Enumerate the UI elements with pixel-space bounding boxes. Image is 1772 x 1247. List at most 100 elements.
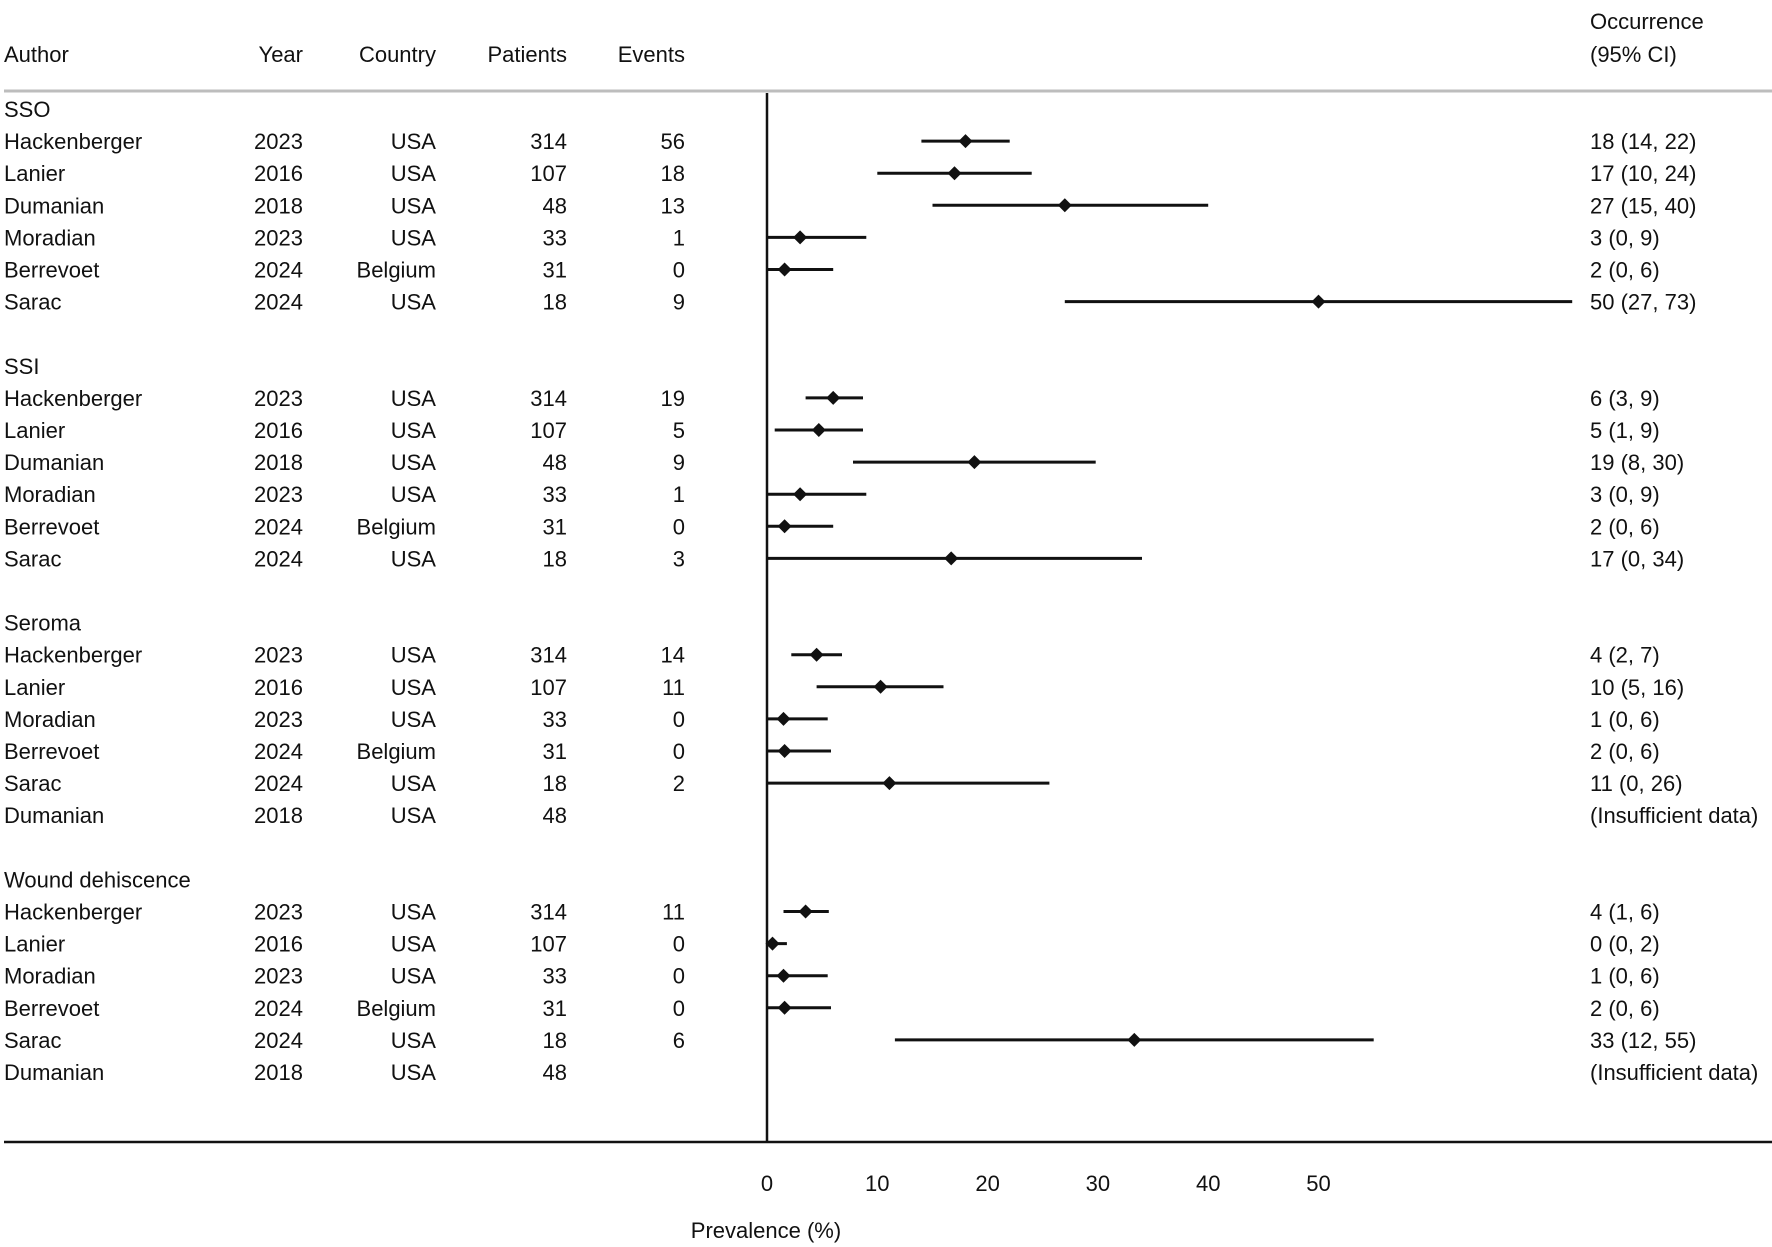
x-axis-label: Prevalence (%) [691,1218,841,1243]
cell-country: Belgium [357,996,436,1021]
cell-occurrence-ci: (Insufficient data) [1590,1060,1758,1085]
cell-author: Sarac [4,1028,61,1053]
cell-author: Hackenberger [4,643,142,668]
cell-country: USA [391,1028,437,1053]
cell-year: 2024 [254,996,303,1021]
cell-occurrence-ci: 5 (1, 9) [1590,418,1660,443]
cell-events: 11 [662,900,685,925]
cell-occurrence-ci: 6 (3, 9) [1590,386,1660,411]
point-estimate-marker [777,1000,792,1015]
cell-events: 56 [661,129,685,154]
x-tick-label: 50 [1306,1171,1330,1196]
cell-country: USA [391,707,437,732]
cell-occurrence-ci: (Insufficient data) [1590,803,1758,828]
cell-events: 9 [673,290,685,315]
point-estimate-marker [1311,294,1326,309]
point-estimate-marker [1127,1032,1142,1047]
cell-country: Belgium [357,739,436,764]
point-estimate-marker [798,904,813,919]
cell-year: 2024 [254,771,303,796]
header-events: Events [618,42,685,67]
header-patients: Patients [488,42,568,67]
cell-events: 3 [673,546,685,571]
cell-patients: 107 [530,932,567,957]
cell-patients: 107 [530,675,567,700]
x-tick-label: 10 [865,1171,889,1196]
cell-events: 0 [673,964,685,989]
cell-patients: 33 [543,482,567,507]
point-estimate-marker [958,134,973,149]
point-estimate-marker [777,262,792,277]
cell-year: 2024 [254,258,303,283]
cell-patients: 314 [530,900,567,925]
point-estimate-marker [947,166,962,181]
cell-author: Moradian [4,964,96,989]
header-country: Country [359,42,436,67]
cell-patients: 48 [543,450,567,475]
cell-year: 2023 [254,482,303,507]
cell-occurrence-ci: 1 (0, 6) [1590,707,1660,732]
cell-author: Berrevoet [4,739,99,764]
cell-occurrence-ci: 17 (0, 34) [1590,546,1684,571]
cell-patients: 31 [543,996,567,1021]
cell-occurrence-ci: 18 (14, 22) [1590,129,1696,154]
cell-author: Lanier [4,675,65,700]
cell-year: 2016 [254,418,303,443]
cell-occurrence-ci: 4 (1, 6) [1590,900,1660,925]
cell-events: 18 [661,161,685,186]
cell-country: USA [391,932,437,957]
point-estimate-marker [793,487,808,502]
header-author: Author [4,42,69,67]
point-estimate-marker [1057,198,1072,213]
cell-occurrence-ci: 4 (2, 7) [1590,643,1660,668]
cell-patients: 314 [530,643,567,668]
point-estimate-marker [776,711,791,726]
cell-country: Belgium [357,514,436,539]
cell-occurrence-ci: 11 (0, 26) [1590,771,1683,796]
cell-events: 0 [673,996,685,1021]
cell-author: Lanier [4,161,65,186]
cell-country: USA [391,900,437,925]
cell-patients: 48 [543,1060,567,1085]
cell-occurrence-ci: 3 (0, 9) [1590,482,1660,507]
cell-events: 1 [673,482,685,507]
cell-patients: 33 [543,225,567,250]
cell-events: 9 [673,450,685,475]
cell-year: 2016 [254,675,303,700]
cell-author: Hackenberger [4,129,142,154]
cell-country: USA [391,418,437,443]
cell-year: 2024 [254,514,303,539]
cell-country: USA [391,643,437,668]
cell-year: 2023 [254,900,303,925]
cell-occurrence-ci: 0 (0, 2) [1590,932,1660,957]
cell-year: 2023 [254,225,303,250]
cell-author: Dumanian [4,1060,104,1085]
cell-year: 2018 [254,1060,303,1085]
cell-year: 2023 [254,129,303,154]
group-title: SSO [4,97,50,122]
cell-patients: 18 [543,546,567,571]
x-tick-label: 20 [975,1171,999,1196]
cell-country: USA [391,771,437,796]
cell-author: Berrevoet [4,514,99,539]
cell-events: 14 [661,643,685,668]
cell-year: 2023 [254,386,303,411]
point-estimate-marker [967,455,982,470]
cell-year: 2018 [254,450,303,475]
point-estimate-marker [777,744,792,758]
cell-country: USA [391,675,437,700]
cell-occurrence-ci: 2 (0, 6) [1590,258,1660,283]
cell-year: 2023 [254,707,303,732]
cell-patients: 48 [543,193,567,218]
point-estimate-marker [776,968,791,983]
cell-year: 2024 [254,739,303,764]
cell-events: 6 [673,1028,685,1053]
cell-author: Berrevoet [4,258,99,283]
point-estimate-marker [809,647,824,662]
header-occurrence-line2: (95% CI) [1590,42,1677,67]
group-title: SSI [4,354,39,379]
point-estimate-marker [826,390,841,405]
cell-events: 5 [673,418,685,443]
